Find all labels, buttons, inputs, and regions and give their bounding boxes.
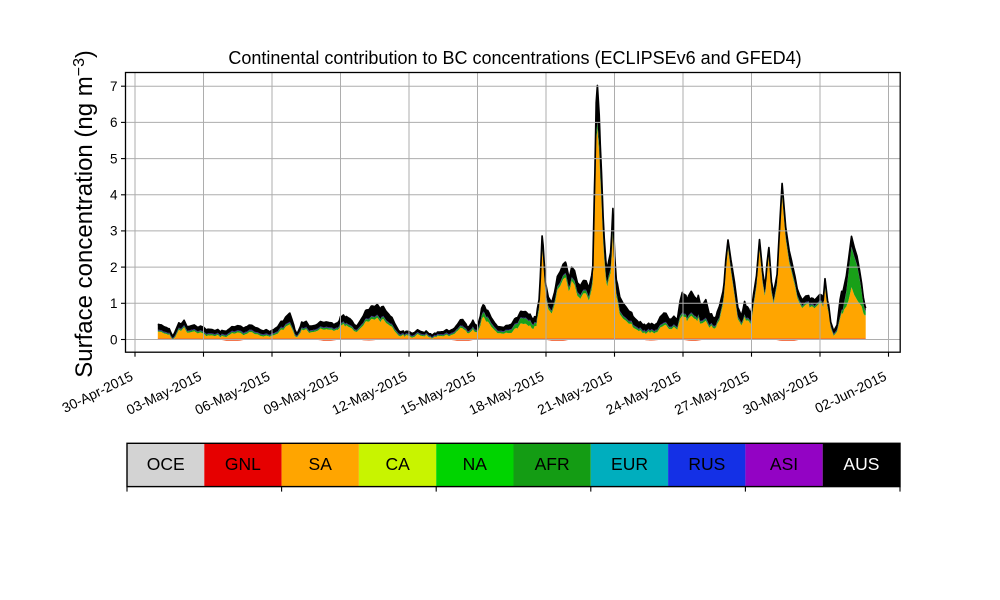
svg-text:1: 1 bbox=[110, 296, 118, 311]
svg-text:6: 6 bbox=[110, 115, 118, 130]
svg-text:NA: NA bbox=[463, 454, 488, 474]
svg-text:GNL: GNL bbox=[225, 454, 261, 474]
svg-text:AUS: AUS bbox=[843, 454, 879, 474]
svg-text:EUR: EUR bbox=[611, 454, 648, 474]
svg-text:RUS: RUS bbox=[688, 454, 725, 474]
svg-text:7: 7 bbox=[110, 79, 118, 94]
svg-text:3: 3 bbox=[110, 224, 118, 239]
svg-text:0: 0 bbox=[110, 332, 118, 347]
svg-text:OCE: OCE bbox=[147, 454, 185, 474]
svg-text:SA: SA bbox=[309, 454, 333, 474]
svg-text:AFR: AFR bbox=[535, 454, 570, 474]
svg-text:ASI: ASI bbox=[770, 454, 798, 474]
svg-text:5: 5 bbox=[110, 151, 118, 166]
svg-text:Continental contribution to BC: Continental contribution to BC concentra… bbox=[228, 48, 801, 68]
svg-text:4: 4 bbox=[110, 188, 118, 203]
svg-text:CA: CA bbox=[385, 454, 410, 474]
svg-text:2: 2 bbox=[110, 260, 118, 275]
svg-text:Surface concentration (ng m−3): Surface concentration (ng m−3) bbox=[71, 50, 98, 377]
